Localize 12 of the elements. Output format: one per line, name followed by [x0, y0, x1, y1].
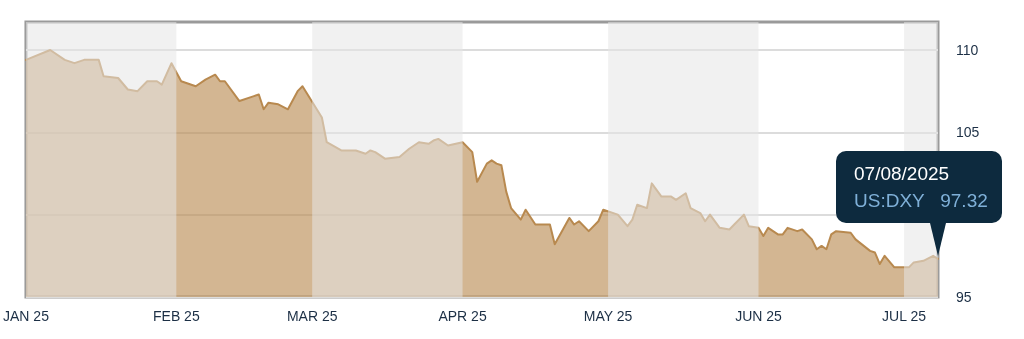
y-tick-label: 105	[956, 124, 980, 141]
x-tick-label: JAN 25	[2, 308, 50, 324]
x-tick-label: APR 25	[438, 308, 487, 324]
y-tick-label: 110	[956, 41, 979, 58]
x-tick-label: MAY 25	[583, 308, 633, 324]
x-tick-label: FEB 25	[152, 308, 200, 324]
y-tick-label: 95	[956, 289, 972, 305]
annotation: US:DXY 97.32	[854, 189, 988, 212]
x-tick-label: JUL 25	[882, 308, 927, 324]
annotation: 07/08/2025	[854, 162, 950, 185]
x-tick-label: JUN 25	[735, 308, 783, 324]
x-tick-label: MAR 25	[286, 308, 338, 324]
